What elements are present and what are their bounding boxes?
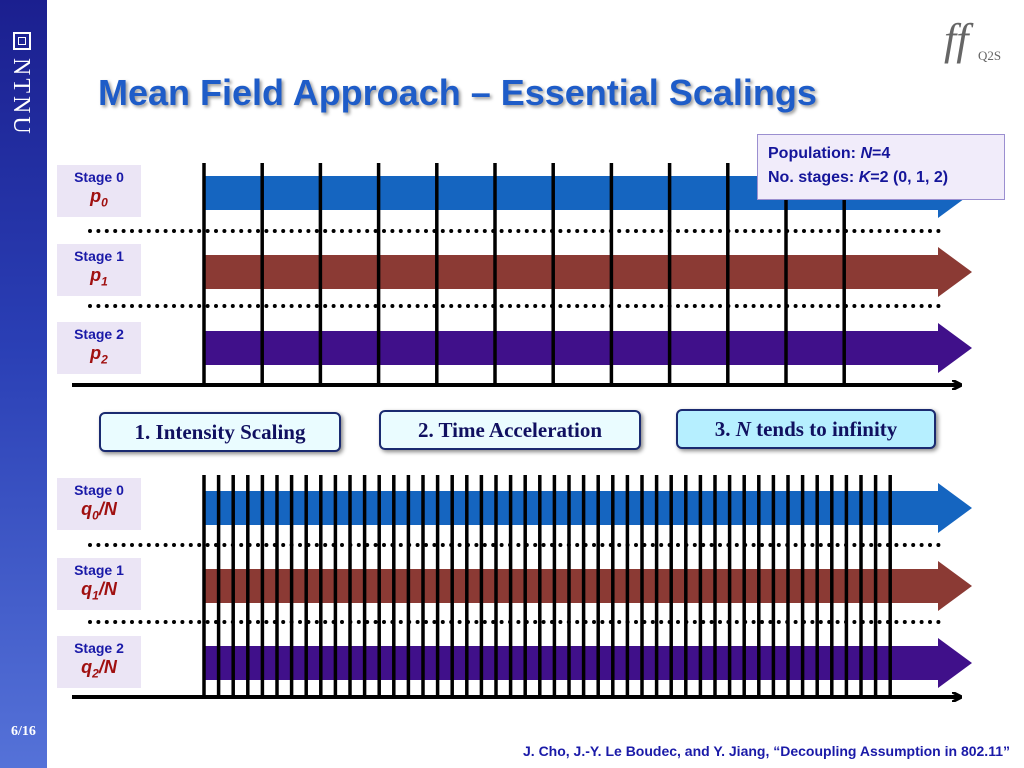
population-line: Population: N=4 [768, 142, 994, 166]
top-stage-0-label: Stage 0 p0 [57, 165, 141, 217]
stage-name: Stage 2 [74, 640, 124, 656]
stage-probability: q2/N [81, 657, 117, 681]
stage-probability: p1 [90, 265, 108, 289]
stage-1-arrow [204, 247, 972, 297]
bottom-stage-1-label: Stage 1 q1/N [57, 558, 141, 610]
population-value: =4 [872, 145, 891, 162]
population-label: Population: [768, 145, 861, 162]
top-stage-2-label: Stage 2 p2 [57, 322, 141, 374]
page-number: 6/16 [11, 724, 36, 739]
sidebar: NTNU 6/16 [0, 0, 47, 768]
stage-probability: p2 [90, 343, 108, 367]
step-label: 3. N tends to infinity [714, 417, 898, 441]
top-stage-1-label: Stage 1 p1 [57, 244, 141, 296]
bottom-diagram [72, 475, 972, 697]
q2s-logo: ff Q2S [944, 14, 1014, 78]
bottom-stage-2-label: Stage 2 q2/N [57, 636, 141, 688]
ntnu-brand-text: NTNU [8, 58, 34, 137]
stage-name: Stage 0 [74, 482, 124, 498]
stage-1-arrow [204, 561, 972, 611]
q2s-logo-text: Q2S [978, 48, 1002, 63]
bottom-stage-0-label: Stage 0 q0/N [57, 478, 141, 530]
stage-probability: q0/N [81, 499, 117, 523]
citation: J. Cho, J.-Y. Le Boudec, and Y. Jiang, “… [523, 743, 1010, 759]
stage-probability: q1/N [81, 579, 117, 603]
step-intensity-scaling: 1. Intensity Scaling [99, 412, 341, 452]
stages-value: =2 (0, 1, 2) [870, 169, 949, 186]
stage-name: Stage 2 [74, 326, 124, 342]
stage-name: Stage 1 [74, 248, 124, 264]
stage-2-arrow [204, 638, 972, 688]
step-label: 1. Intensity Scaling [134, 420, 306, 444]
q2s-logo-mark: ff [944, 15, 969, 64]
stages-label: No. stages: [768, 169, 859, 186]
stage-name: Stage 0 [74, 169, 124, 185]
step-time-acceleration: 2. Time Acceleration [379, 410, 641, 450]
step-label: 2. Time Acceleration [417, 418, 603, 442]
stages-var: K [858, 169, 871, 186]
stage-2-arrow [204, 323, 972, 373]
stage-name: Stage 1 [74, 562, 124, 578]
stage-0-arrow [204, 483, 972, 533]
population-var: N [860, 145, 872, 162]
stage-probability: p0 [90, 186, 108, 210]
info-box: Population: N=4 No. stages: K=2 (0, 1, 2… [757, 134, 1005, 200]
slide-title: Mean Field Approach – Essential Scalings [98, 72, 817, 113]
step-n-to-infinity: 3. N tends to infinity [676, 409, 936, 449]
stages-line: No. stages: K=2 (0, 1, 2) [768, 166, 994, 190]
ntnu-logo-icon [13, 32, 31, 50]
